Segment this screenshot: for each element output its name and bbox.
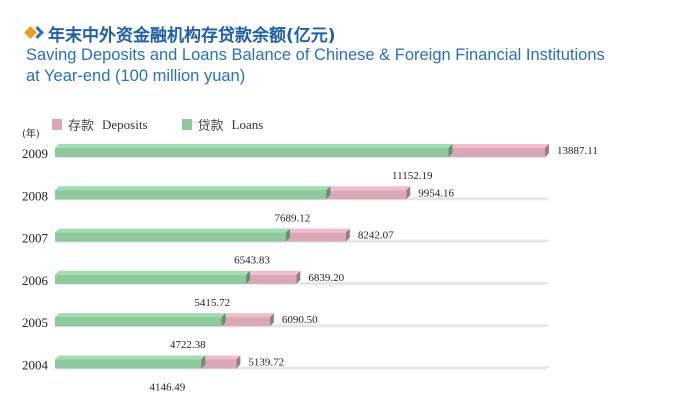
- bar-deposits-year-2006-side: [296, 270, 301, 284]
- chart-legend: 存款 Deposits 贷款 Loans: [52, 115, 297, 134]
- legend-label-deposits-en: Deposits: [102, 116, 148, 132]
- value-label-deposits-year-2005: 6090.50: [282, 314, 318, 326]
- legend-label-loans-en: Loans: [231, 116, 264, 132]
- legend-item-deposits: 存款 Deposits: [52, 115, 148, 134]
- bar-loans-year-2007-side: [285, 228, 290, 242]
- bar-deposits-year-2007-side: [345, 228, 350, 242]
- chart-title-en-line2: at Year-end (100 million yuan): [26, 67, 246, 85]
- bar-loans-year-2007-top: [55, 228, 290, 233]
- y-tick-label-year-2007: 2007: [22, 231, 49, 246]
- bar-deposits-year-2004-side: [236, 355, 241, 369]
- chart-title-cn: 年末中外资金融机构存贷款余额(亿元): [48, 25, 336, 46]
- chart-title-en-line1: Saving Deposits and Loans Balance of Chi…: [26, 46, 605, 64]
- bar-deposits-year-2005-side: [269, 313, 274, 327]
- legend-swatch-loans: [181, 119, 192, 130]
- bar-loans-year-2004-top: [55, 355, 206, 360]
- y-tick-label-year-2008: 2008: [22, 188, 48, 203]
- y-tick-label-year-2009: 2009: [22, 146, 48, 161]
- bar-loans-year-2009-top: [55, 144, 453, 148]
- legend-swatch-deposits: [52, 119, 62, 130]
- bar-loans-year-2006: [55, 274, 247, 284]
- title-row: 年末中外资金融机构存贷款余额(亿元): [24, 22, 686, 46]
- bar-loans-year-2005: [55, 317, 222, 327]
- value-label-loans-year-2009: 11152.19: [392, 170, 433, 182]
- bar-loans-year-2008-side: [326, 186, 331, 200]
- value-label-deposits-year-2009: 13887.11: [557, 145, 598, 157]
- value-label-deposits-year-2004: 5139.72: [248, 357, 284, 369]
- bar-loans-year-2005-top: [55, 313, 226, 318]
- bar-loans-year-2008-top: [55, 186, 331, 191]
- bar-deposits-year-2009-side: [545, 144, 549, 157]
- bar-loans-year-2004: [55, 359, 202, 369]
- y-tick-label-year-2006: 2006: [22, 273, 49, 288]
- y-tick-label-year-2004: 2004: [22, 358, 49, 373]
- value-label-deposits-year-2007: 8242.07: [358, 230, 394, 242]
- bar-loans-year-2007: [55, 232, 286, 242]
- chart-title-block: 年末中外资金融机构存贷款余额(亿元) Saving Deposits and L…: [24, 22, 686, 86]
- bar-loans-year-2008: [55, 190, 327, 200]
- y-tick-label-year-2005: 2005: [22, 315, 48, 330]
- value-label-loans-year-2004: 4146.49: [150, 382, 186, 394]
- legend-label-loans-cn: 贷款: [197, 119, 224, 134]
- bar-loans-year-2006-top: [55, 270, 251, 275]
- bar-loans-year-2004-side: [201, 355, 206, 369]
- bar-deposits-year-2008-side: [406, 186, 411, 200]
- bar-loans-year-2009: [55, 148, 449, 157]
- value-label-loans-year-2006: 5415.72: [194, 297, 230, 309]
- value-label-loans-year-2008: 7689.12: [275, 212, 311, 224]
- y-axis-unit-label: (年): [22, 127, 40, 140]
- value-label-deposits-year-2006: 6839.20: [308, 272, 344, 284]
- value-label-deposits-year-2008: 9954.16: [418, 187, 454, 199]
- legend-label-deposits-cn: 存款: [68, 119, 95, 134]
- bar-loans-year-2009-side: [448, 144, 453, 157]
- value-label-loans-year-2005: 4722.38: [170, 339, 206, 351]
- legend-item-loans: 贷款 Loans: [181, 115, 264, 134]
- bar-loans-year-2006-side: [246, 270, 251, 284]
- bar-loans-year-2005-side: [221, 313, 226, 327]
- value-label-loans-year-2007: 6543.83: [234, 255, 270, 267]
